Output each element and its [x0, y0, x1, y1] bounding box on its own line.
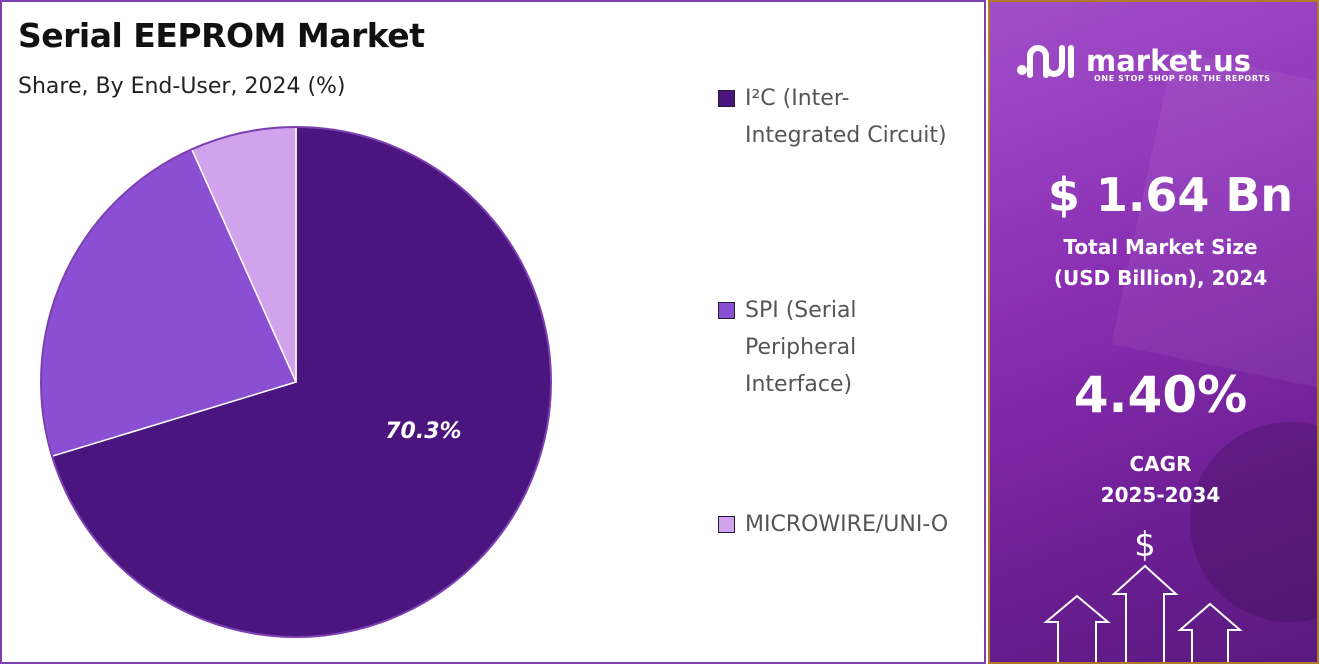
svg-text:$: $ [1134, 525, 1156, 565]
legend-swatch-microwire [718, 516, 735, 533]
background-decoration [1111, 50, 1317, 394]
market-size-label: Total Market Size (USD Billion), 2024 [1053, 235, 1268, 290]
market-size-value: $ 1.64 Bn [1047, 168, 1294, 222]
brand-name: market.us [1086, 44, 1252, 78]
cagr-label: CAGR 2025-2034 [1100, 452, 1221, 507]
legend-swatch-i2c [718, 90, 735, 107]
legend-label-spi: SPI (Serial Peripheral Interface) [745, 298, 857, 397]
growth-arrows-icon: $ [1043, 525, 1243, 662]
legend-label-i2c: I²C (Inter- Integrated Circuit) [745, 86, 947, 148]
brand-tagline: ONE STOP SHOP FOR THE REPORTS [1094, 74, 1271, 83]
legend-item-spi: SPI (Serial Peripheral Interface) [718, 296, 857, 403]
pie-slice-label-0: 70.3% [385, 419, 461, 444]
legend-item-microwire: MICROWIRE/UNI-O [718, 510, 948, 543]
market-us-logo-icon [1017, 45, 1074, 78]
chart-title: Serial EEPROM Market [18, 16, 425, 55]
chart-panel: Serial EEPROM Market Share, By End-User,… [0, 0, 986, 664]
brand-logo: market.us [1016, 42, 1251, 80]
legend-label-microwire: MICROWIRE/UNI-O [745, 512, 949, 537]
pie-chart: 70.3% [40, 126, 552, 638]
stats-panel: market.us ONE STOP SHOP FOR THE REPORTS … [988, 0, 1319, 664]
legend-item-i2c: I²C (Inter- Integrated Circuit) [718, 84, 947, 154]
legend-swatch-spi [718, 302, 735, 319]
chart-subtitle: Share, By End-User, 2024 (%) [18, 74, 346, 99]
cagr-value: 4.40% [1073, 366, 1248, 424]
pie-outline [40, 126, 552, 638]
